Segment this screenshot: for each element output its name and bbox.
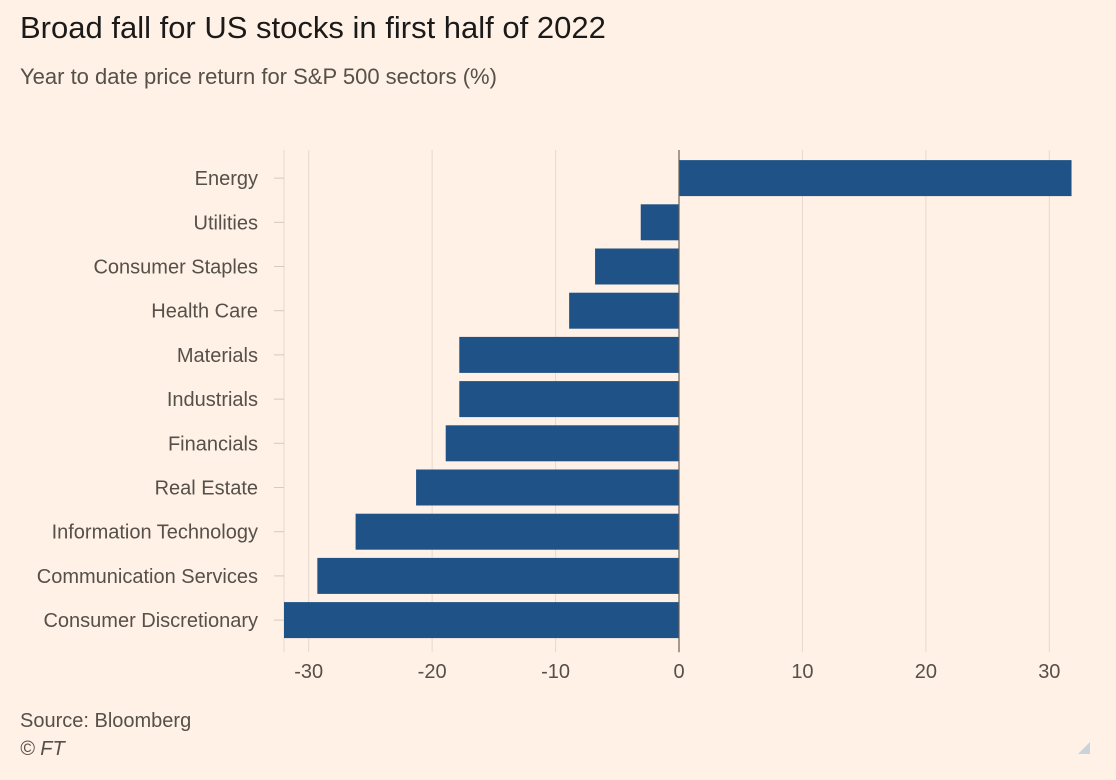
bars — [284, 160, 1072, 639]
bar-materials — [459, 336, 679, 373]
x-axis-tick-labels: -30 -20 -10 0 10 20 30 — [294, 661, 1060, 683]
category-labels: Energy Utilities Consumer Staples Health Ca… — [37, 168, 258, 632]
bar-energy — [679, 160, 1072, 197]
x-tick-label: 30 — [1038, 661, 1060, 683]
bar-industrials — [459, 381, 679, 418]
bar-health-care — [569, 292, 679, 329]
category-ticks — [274, 177, 284, 621]
x-tick-label: 10 — [791, 661, 813, 683]
category-label: Consumer Staples — [93, 257, 258, 279]
bar-consumer-staples — [595, 248, 679, 285]
bar-chart: Energy Utilities Consumer Staples Health Ca… — [37, 150, 1072, 683]
bar-utilities — [640, 204, 679, 241]
resize-handle-icon[interactable] — [1078, 742, 1090, 754]
x-tick-label: 0 — [673, 661, 684, 683]
chart-subtitle: Year to date price return for S&P 500 se… — [20, 64, 497, 89]
bar-consumer-discretionary — [284, 602, 679, 639]
category-label: Real Estate — [155, 478, 258, 500]
bar-real-estate — [416, 469, 679, 506]
chart-title: Broad fall for US stocks in first half o… — [20, 10, 606, 45]
x-tick-label: -10 — [541, 661, 570, 683]
category-label: Energy — [195, 168, 258, 190]
category-label: Utilities — [194, 212, 258, 234]
category-label: Consumer Discretionary — [43, 610, 258, 632]
source-note: Source: Bloomberg — [20, 710, 192, 732]
x-tick-label: -30 — [294, 661, 323, 683]
category-label: Industrials — [167, 389, 258, 411]
category-label: Communication Services — [37, 566, 258, 588]
x-tick-label: -20 — [418, 661, 447, 683]
category-label: Financials — [168, 433, 258, 455]
category-label: Information Technology — [52, 522, 258, 544]
bar-communication-services — [317, 557, 679, 594]
bar-information-technology — [355, 513, 679, 550]
category-label: Health Care — [151, 301, 258, 323]
ft-credit: © FT — [20, 738, 65, 760]
category-label: Materials — [177, 345, 258, 367]
bar-financials — [445, 425, 679, 462]
x-tick-label: 20 — [915, 661, 937, 683]
